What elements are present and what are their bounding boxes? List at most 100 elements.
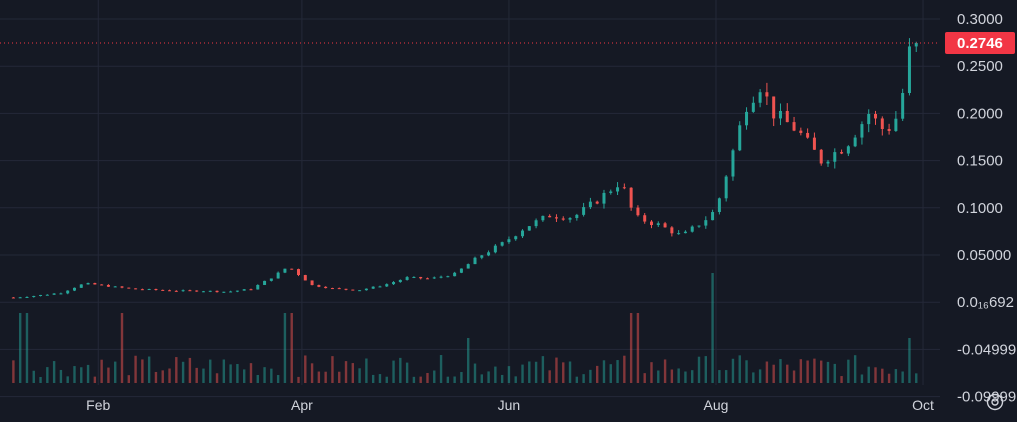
volume-bar (249, 363, 253, 383)
volume-bar (25, 313, 29, 383)
candle-body (521, 230, 525, 237)
volume-bar (127, 375, 130, 383)
candle-body (806, 132, 810, 138)
chart-settings-button[interactable] (985, 392, 1005, 412)
candle-body (554, 217, 558, 219)
candle-body (32, 295, 36, 297)
volume-bar (738, 355, 741, 383)
time-axis[interactable]: Feb Apr Jun Aug Oct (86, 397, 934, 413)
candle-body (154, 289, 158, 291)
volume-bar (602, 360, 606, 383)
candle-body (459, 268, 463, 273)
price-tick-label: 0.05000 (957, 247, 1011, 264)
volume-bar (147, 356, 151, 383)
volume-bar (344, 361, 348, 383)
candle-body (100, 284, 104, 286)
candle-body (738, 125, 742, 151)
chart-grid (0, 0, 940, 398)
volume-bar (623, 355, 626, 383)
volume-bar (494, 366, 497, 383)
candle-body (201, 291, 205, 293)
volume-bar (860, 374, 864, 383)
volume-bar (908, 338, 911, 383)
volume-bar (745, 360, 748, 383)
volume-bar (222, 359, 226, 383)
candle-body (792, 122, 796, 131)
candle-body (663, 223, 667, 228)
candle-body (358, 290, 362, 292)
volume-bar (392, 360, 395, 383)
candle-body (276, 272, 280, 279)
price-tick-label: -0.09999 (957, 389, 1016, 406)
price-axis[interactable]: 0.3000 0.2500 0.2000 0.1500 0.1000 0.05000 0.0… (957, 11, 1016, 406)
volume-bar (901, 371, 904, 383)
volume-bar (555, 357, 558, 383)
time-tick-label: Apr (291, 397, 313, 413)
candle-body (45, 294, 49, 296)
candle-body (887, 128, 891, 131)
volume-bar (290, 313, 293, 383)
candle-body (840, 152, 844, 154)
volume-bar (317, 371, 321, 383)
volume-bar (331, 356, 334, 383)
candle-body (758, 92, 762, 103)
volume-bar (297, 376, 300, 383)
candle-body (772, 96, 776, 119)
volume-bar (684, 371, 687, 383)
candle-body (853, 137, 857, 147)
candle-body (697, 225, 701, 227)
volume-bar (813, 358, 816, 383)
volume-bar (582, 374, 585, 383)
candle-body (541, 215, 545, 221)
price-tick-label: 0.3000 (957, 11, 1003, 28)
candle-body (303, 275, 307, 281)
volume-bar (100, 359, 103, 383)
volume-bar (670, 369, 674, 383)
time-tick-label: Aug (704, 397, 729, 413)
volume-bar (215, 373, 219, 383)
candle-body (812, 137, 816, 150)
candle-body (419, 276, 423, 279)
candle-body (120, 286, 124, 288)
volume-bar (840, 376, 843, 383)
candle-body (59, 293, 63, 295)
volume-bar (161, 370, 164, 383)
candle-body (222, 291, 226, 293)
volume-bar (460, 372, 463, 383)
candle-body (745, 111, 749, 126)
candle-body (93, 283, 97, 285)
price-tick-label: 0.2000 (957, 105, 1003, 122)
candle-body (731, 150, 735, 177)
candle-body (25, 296, 29, 298)
volume-bar (433, 370, 436, 383)
volume-bar (616, 360, 619, 383)
volume-bar (412, 376, 416, 383)
volume-bar (154, 371, 158, 383)
volume-bar (446, 376, 450, 383)
volume-bar (786, 364, 789, 383)
candle-body (819, 149, 823, 164)
volume-bar (378, 374, 382, 383)
candle-body (799, 130, 803, 133)
candle-body (609, 191, 613, 193)
volume-bar (236, 364, 239, 383)
candle-body (147, 289, 151, 291)
candle-body (833, 152, 837, 162)
volume-bar (595, 365, 599, 383)
volume-bar (202, 368, 205, 383)
volume-bar (439, 355, 443, 383)
volume-bar (80, 367, 83, 383)
volume-bar (650, 362, 653, 383)
volume-bar (86, 364, 90, 383)
candle-body (324, 286, 328, 289)
volume-bar (134, 355, 137, 383)
volume-bar (487, 371, 490, 383)
candle-body (168, 290, 172, 292)
candle-body (677, 233, 681, 235)
volume-bars (12, 273, 918, 383)
volume-bar (39, 376, 42, 383)
volume-bar (358, 368, 361, 383)
volume-bar (758, 369, 762, 383)
candle-body (249, 289, 253, 291)
